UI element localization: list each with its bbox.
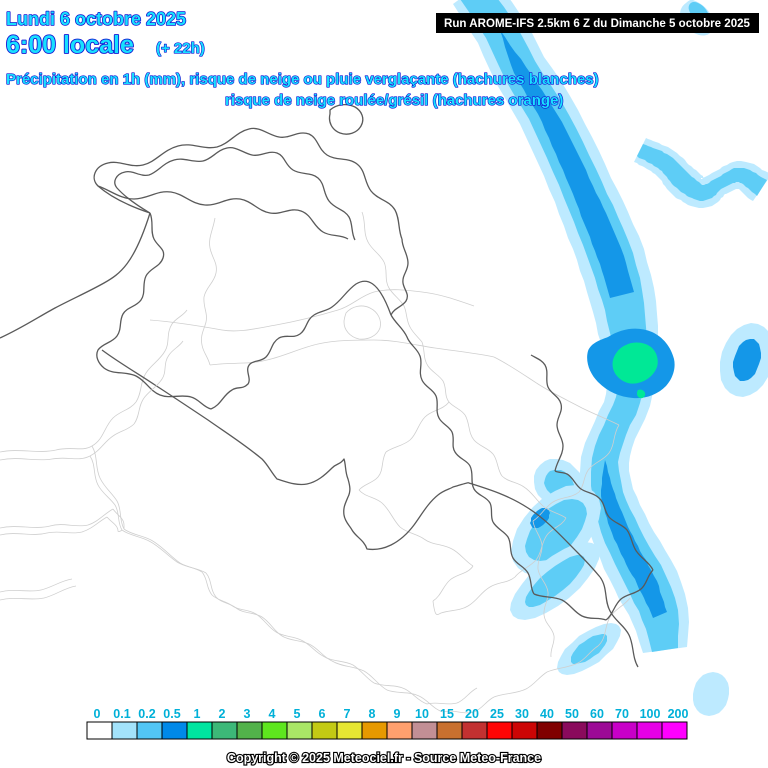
svg-text:0.2: 0.2 (138, 707, 155, 721)
svg-text:10: 10 (415, 707, 429, 721)
svg-text:200: 200 (668, 707, 689, 721)
svg-text:25: 25 (490, 707, 504, 721)
svg-text:50: 50 (565, 707, 579, 721)
svg-text:5: 5 (294, 707, 301, 721)
svg-text:0.1: 0.1 (113, 707, 130, 721)
svg-text:3: 3 (244, 707, 251, 721)
svg-text:6: 6 (319, 707, 326, 721)
svg-text:0.5: 0.5 (163, 707, 180, 721)
svg-text:8: 8 (369, 707, 376, 721)
svg-text:30: 30 (515, 707, 529, 721)
svg-text:20: 20 (465, 707, 479, 721)
svg-text:Lundi 6 octobre 2025: Lundi 6 octobre 2025 (6, 9, 186, 29)
svg-text:2: 2 (219, 707, 226, 721)
svg-text:15: 15 (440, 707, 454, 721)
svg-text:60: 60 (590, 707, 604, 721)
svg-text:Précipitation en 1h (mm), risq: Précipitation en 1h (mm), risque de neig… (6, 71, 599, 88)
svg-text:70: 70 (615, 707, 629, 721)
svg-text:1: 1 (194, 707, 201, 721)
svg-text:4: 4 (269, 707, 276, 721)
svg-text:40: 40 (540, 707, 554, 721)
svg-text:Run AROME-IFS 2.5km 6 Z du Dim: Run AROME-IFS 2.5km 6 Z du Dimanche 5 oc… (444, 16, 750, 30)
svg-text:6:00 locale: 6:00 locale (6, 31, 134, 59)
svg-text:100: 100 (640, 707, 661, 721)
svg-text:7: 7 (344, 707, 351, 721)
svg-text:0: 0 (94, 707, 101, 721)
svg-text:(+ 22h): (+ 22h) (156, 40, 205, 57)
svg-text:risque de neige roulée/grésil: risque de neige roulée/grésil (hachures … (225, 92, 563, 109)
svg-text:Copyright © 2025 Meteociel.fr: Copyright © 2025 Meteociel.fr - Source M… (227, 751, 541, 765)
svg-text:9: 9 (394, 707, 401, 721)
